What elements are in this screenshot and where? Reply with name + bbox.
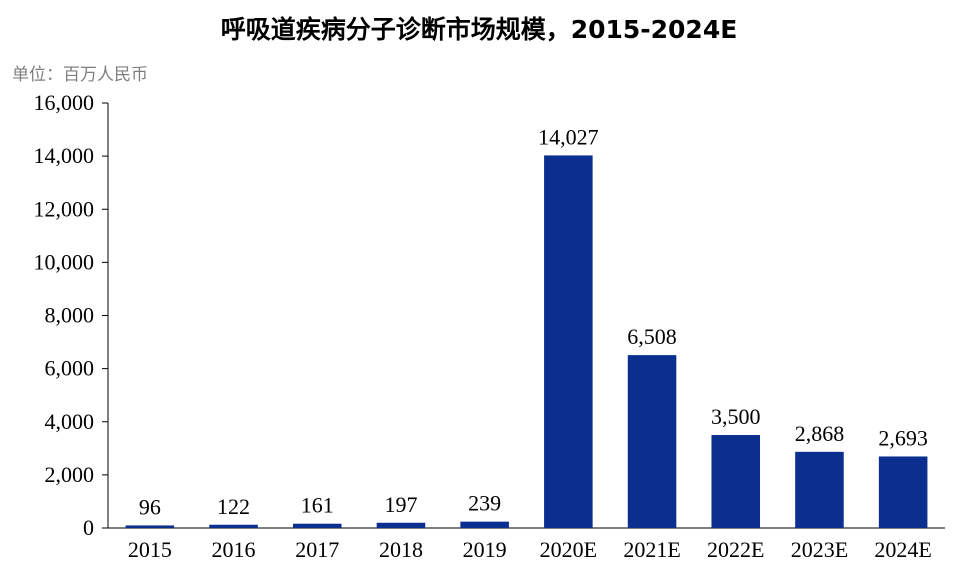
unit-label: 单位：百万人民币 [12, 65, 148, 85]
x-tick-label: 2023E [791, 537, 848, 562]
bar [544, 155, 593, 528]
data-label: 122 [217, 494, 250, 519]
y-tick-label: 10,000 [34, 249, 95, 274]
bars [125, 155, 928, 528]
x-tick-label: 2018 [379, 537, 423, 562]
x-tick-label: 2020E [540, 537, 597, 562]
chart-title: 呼吸道疾病分子诊断市场规模，2015-2024E [220, 15, 738, 44]
x-tick-label: 2015 [128, 537, 172, 562]
bar [209, 524, 258, 528]
data-labels: 96 122 161 197 239 14,027 6,508 3,500 2,868 2,693 [139, 124, 928, 519]
bar [376, 522, 426, 528]
data-label: 2,868 [795, 421, 845, 446]
x-tick-label: 2019 [463, 537, 507, 562]
bar [627, 355, 677, 528]
data-label: 197 [384, 492, 417, 517]
y-tick-label: 4,000 [45, 409, 95, 434]
x-tick-label: 2017 [295, 537, 339, 562]
bar [711, 435, 761, 528]
y-tick-label: 2,000 [45, 462, 95, 487]
y-tick-label: 0 [83, 515, 94, 540]
y-tick-label: 14,000 [34, 143, 95, 168]
bar [795, 451, 844, 528]
x-tick-label: 2016 [212, 537, 256, 562]
data-label: 6,508 [627, 324, 677, 349]
y-axis: 0 2,000 4,000 6,000 8,000 10,000 12,000 14,000 1… [34, 90, 109, 540]
bar [878, 456, 928, 528]
x-tick-label: 2021E [623, 537, 680, 562]
y-tick-label: 8,000 [45, 303, 95, 328]
bar [460, 521, 509, 528]
data-label: 96 [139, 494, 161, 519]
x-tick-label: 2024E [874, 537, 931, 562]
data-label: 14,027 [538, 124, 599, 149]
bar [292, 523, 342, 528]
x-axis: 2015 2016 2017 2018 2019 2020E 2021E 2022E 2023E… [108, 527, 945, 562]
data-label: 2,693 [878, 425, 928, 450]
data-label: 239 [468, 491, 501, 516]
y-tick-label: 6,000 [45, 356, 95, 381]
data-label: 161 [301, 493, 334, 518]
x-tick-label: 2022E [707, 537, 764, 562]
y-tick-label: 12,000 [34, 196, 95, 221]
data-label: 3,500 [711, 404, 761, 429]
bar [125, 525, 175, 528]
y-tick-label: 16,000 [34, 90, 95, 115]
